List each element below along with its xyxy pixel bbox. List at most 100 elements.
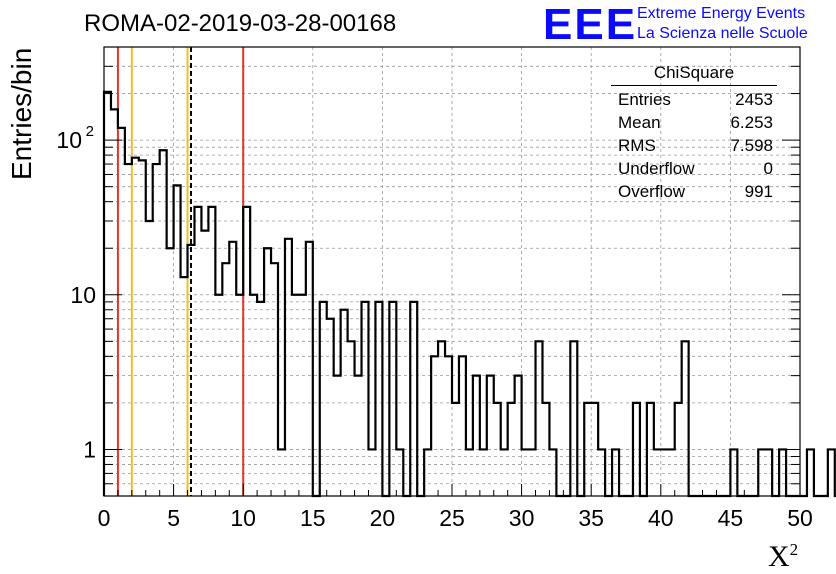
stats-row: Mean 6.253 bbox=[611, 111, 777, 134]
x-tick-label: 50 bbox=[787, 505, 813, 531]
histogram-bin bbox=[522, 449, 529, 496]
histogram-bin bbox=[438, 341, 445, 496]
stats-row: Overflow 991 bbox=[611, 180, 777, 203]
x-tick-label: 30 bbox=[509, 505, 535, 531]
stats-row: RMS 7.598 bbox=[611, 134, 777, 157]
histogram-bin bbox=[104, 92, 111, 496]
histogram-bin bbox=[194, 207, 201, 496]
histogram-bin bbox=[285, 239, 292, 496]
histogram-bin bbox=[146, 221, 153, 496]
x-tick-label: 20 bbox=[370, 505, 396, 531]
histogram-bin bbox=[758, 449, 765, 496]
histogram-bin bbox=[549, 449, 556, 496]
y-tick-exponent: 2 bbox=[86, 123, 94, 140]
x-tick-label: 35 bbox=[578, 505, 604, 531]
y-tick-label: 10 bbox=[70, 282, 96, 308]
histogram-bin bbox=[598, 449, 605, 496]
stats-value: 7.598 bbox=[730, 136, 773, 155]
histogram-bin bbox=[508, 403, 515, 496]
histogram-bin bbox=[396, 449, 403, 496]
histogram-bin bbox=[222, 263, 229, 496]
histogram-bin bbox=[334, 376, 341, 496]
histogram-bin bbox=[501, 449, 508, 496]
histogram-bars bbox=[102, 90, 836, 498]
stats-label: RMS bbox=[618, 136, 656, 155]
stats-label: Mean bbox=[618, 113, 661, 132]
histogram-bin bbox=[828, 449, 835, 496]
x-tick-label: 40 bbox=[648, 505, 674, 531]
histogram-bin bbox=[675, 403, 682, 496]
histogram-bin bbox=[341, 310, 348, 496]
histogram-bin bbox=[236, 295, 243, 496]
histogram-bin bbox=[271, 263, 278, 496]
x-tick-label: 25 bbox=[439, 505, 465, 531]
histogram-bin bbox=[292, 295, 299, 496]
reference-lines bbox=[116, 47, 245, 496]
stats-value: 0 bbox=[763, 159, 773, 178]
histogram-bin bbox=[668, 449, 675, 496]
eee-logo: EEE bbox=[543, 0, 638, 49]
histogram-bin bbox=[445, 356, 452, 496]
histogram-bin bbox=[765, 449, 772, 496]
histogram-bin bbox=[160, 150, 167, 496]
histogram-bin bbox=[389, 302, 396, 496]
x-tick-label: 0 bbox=[98, 505, 111, 531]
histogram-bin bbox=[208, 207, 215, 496]
histogram-bin bbox=[139, 160, 146, 496]
histogram-bin bbox=[431, 356, 438, 496]
histogram-bin bbox=[529, 449, 536, 496]
histogram-bin bbox=[570, 341, 577, 496]
histogram-bin bbox=[306, 242, 313, 496]
stats-label: Underflow bbox=[618, 159, 695, 178]
histogram-bin bbox=[654, 449, 661, 496]
histogram-bin bbox=[264, 248, 271, 496]
histogram-outline bbox=[102, 90, 836, 498]
stats-label: Overflow bbox=[618, 182, 686, 201]
histogram-bin bbox=[612, 449, 619, 496]
histogram-bin bbox=[661, 449, 668, 496]
histogram-bin bbox=[473, 376, 480, 496]
histogram-bin bbox=[459, 356, 466, 496]
histogram-bin bbox=[215, 295, 222, 496]
histogram-bin bbox=[515, 376, 522, 496]
histogram-bin bbox=[730, 449, 737, 496]
histogram-bin bbox=[320, 302, 327, 496]
histogram-bin bbox=[174, 185, 181, 496]
x-axis-label: X2 bbox=[768, 540, 798, 574]
stats-value: 2453 bbox=[735, 90, 773, 109]
histogram-bin bbox=[542, 403, 549, 496]
histogram-bin bbox=[452, 403, 459, 496]
y-axis-label: Entries/bin bbox=[6, 47, 37, 180]
stats-title: ChiSquare bbox=[611, 63, 777, 86]
histogram-bin bbox=[243, 207, 250, 496]
histogram-bin bbox=[779, 449, 786, 496]
histogram-bin bbox=[424, 449, 431, 496]
histogram-bin bbox=[368, 449, 375, 496]
histogram-bin bbox=[181, 277, 188, 496]
stats-value: 6.253 bbox=[730, 113, 773, 132]
histogram-bin bbox=[167, 248, 174, 496]
histogram-bin bbox=[807, 449, 814, 496]
x-tick-label: 5 bbox=[167, 505, 180, 531]
stats-label: Entries bbox=[618, 90, 671, 109]
x-tick-label: 45 bbox=[718, 505, 744, 531]
histogram-bin bbox=[299, 295, 306, 496]
x-axis-label-exponent: 2 bbox=[789, 540, 799, 559]
histogram-bin bbox=[375, 302, 382, 496]
histogram-bin bbox=[327, 319, 334, 496]
histogram-bin bbox=[487, 376, 494, 496]
histogram-bin bbox=[591, 403, 598, 496]
histogram-bin bbox=[536, 341, 543, 496]
histogram-bin bbox=[125, 164, 132, 496]
histogram-bin bbox=[480, 449, 487, 496]
y-tick-label: 10 bbox=[56, 127, 82, 153]
stats-row: Entries 2453 bbox=[611, 88, 777, 111]
histogram-bin bbox=[250, 295, 257, 496]
histogram-bin bbox=[153, 164, 160, 496]
histogram-bin bbox=[229, 242, 236, 496]
x-axis-label-symbol: X bbox=[768, 540, 790, 573]
histogram-bin bbox=[355, 376, 362, 496]
histogram-bin bbox=[132, 158, 139, 496]
